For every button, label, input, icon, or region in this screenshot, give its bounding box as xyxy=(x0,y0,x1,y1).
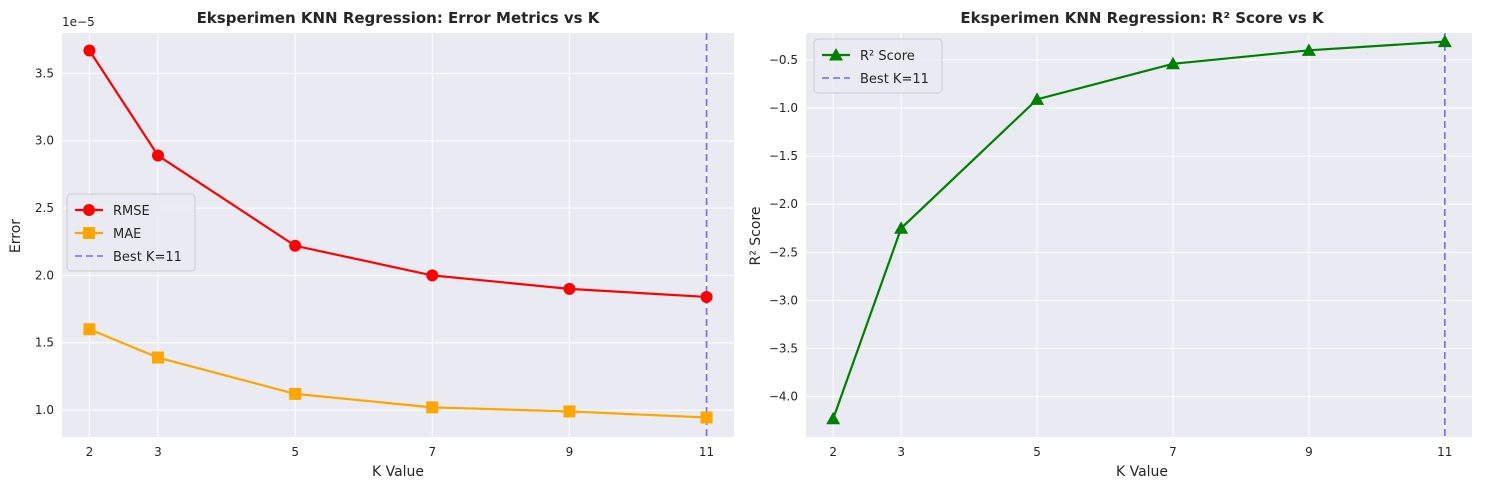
y-tick-label: −1.0 xyxy=(769,101,798,115)
x-tick-label: 3 xyxy=(897,445,905,459)
chart-r2-score: 2 3 5 7 9 11 −4.0 −3.5 −3.0 −2.5 −2.0 −1.5 −1.0 −0.5 R… xyxy=(748,9,1472,480)
plot-area: 2 3 5 7 9 11 −4.0 −3.5 −3.0 −2.5 −2.0 −1.5 −1.0 −0.5 R… xyxy=(769,33,1472,459)
data-point xyxy=(700,290,713,303)
x-tick-label: 11 xyxy=(699,445,714,459)
data-point xyxy=(1301,43,1316,56)
y-tick-label: −1.5 xyxy=(769,149,798,163)
data-point xyxy=(83,44,96,57)
data-point xyxy=(1165,56,1180,70)
y-tick-label: −3.0 xyxy=(769,293,798,307)
legend-box xyxy=(813,38,943,94)
data-point xyxy=(563,405,576,418)
x-tick-label: 2 xyxy=(829,445,837,459)
y-tick-label: 1.0 xyxy=(35,403,54,417)
data-point xyxy=(152,149,164,162)
data-point xyxy=(289,239,302,252)
x-tick-label: 2 xyxy=(86,445,94,459)
data-point xyxy=(894,221,909,234)
y-tick-label: 2.5 xyxy=(35,201,54,215)
plot-background xyxy=(806,33,1472,437)
legend-marker xyxy=(83,227,95,239)
legend-marker xyxy=(83,204,95,216)
x-tick-label: 9 xyxy=(566,445,574,459)
data-point xyxy=(700,411,713,424)
x-tick-label: 11 xyxy=(1437,445,1452,459)
y-tick-label: −2.5 xyxy=(769,245,798,259)
axis-offset-text: 1e−5 xyxy=(62,15,95,29)
x-axis-label: K Value xyxy=(372,464,424,480)
y-tick-label: −2.0 xyxy=(769,197,798,211)
chart-title: Eksperimen KNN Regression: Error Metrics… xyxy=(197,9,601,27)
x-axis-label: K Value xyxy=(1116,464,1168,480)
data-point xyxy=(426,401,439,414)
y-tick-label: 3.0 xyxy=(35,134,54,148)
y-tick-label: 3.5 xyxy=(35,66,54,80)
chart-title: Eksperimen KNN Regression: R² Score vs K xyxy=(960,9,1325,27)
x-tick-label: 7 xyxy=(428,445,436,459)
legend-box xyxy=(66,193,196,272)
series-line xyxy=(88,49,707,299)
x-tick-label: 5 xyxy=(291,445,299,459)
data-point xyxy=(426,269,439,282)
legend-label: Best K=11 xyxy=(113,250,182,265)
x-tick-label: 3 xyxy=(154,445,162,459)
chart-error-metrics: 2 3 5 7 9 11 1.0 1.5 2.0 2.5 3.0 3.5 RMSE MAE Best K=1… xyxy=(8,9,734,480)
data-point xyxy=(289,387,302,400)
legend-label: R² Score xyxy=(860,49,915,64)
data-point xyxy=(152,351,164,364)
series-line xyxy=(832,40,1445,420)
data-point xyxy=(1437,34,1452,48)
data-point xyxy=(1030,92,1045,105)
legend-label: Best K=11 xyxy=(860,72,929,87)
data-point xyxy=(563,282,576,295)
y-axis-label: R² Score xyxy=(748,206,764,265)
legend-label: MAE xyxy=(113,227,141,242)
y-tick-label: −0.5 xyxy=(769,53,798,67)
plot-area: 2 3 5 7 9 11 1.0 1.5 2.0 2.5 3.0 3.5 RMSE MAE Best K=1… xyxy=(35,33,734,459)
y-axis-label: Error xyxy=(8,219,24,253)
legend: RMSE MAE Best K=11 xyxy=(66,193,196,272)
x-tick-label: 5 xyxy=(1033,445,1041,459)
data-point xyxy=(826,411,841,425)
legend: R² Score Best K=11 xyxy=(813,38,943,94)
y-tick-label: −3.5 xyxy=(769,342,798,356)
legend-label: RMSE xyxy=(113,204,150,219)
y-tick-label: −4.0 xyxy=(769,390,798,404)
x-tick-label: 9 xyxy=(1305,445,1313,459)
x-tick-label: 7 xyxy=(1169,445,1177,459)
y-tick-label: 1.5 xyxy=(35,336,54,350)
y-tick-label: 2.0 xyxy=(35,268,54,282)
data-point xyxy=(83,323,96,336)
series-line xyxy=(89,328,707,419)
legend-marker xyxy=(829,48,843,61)
